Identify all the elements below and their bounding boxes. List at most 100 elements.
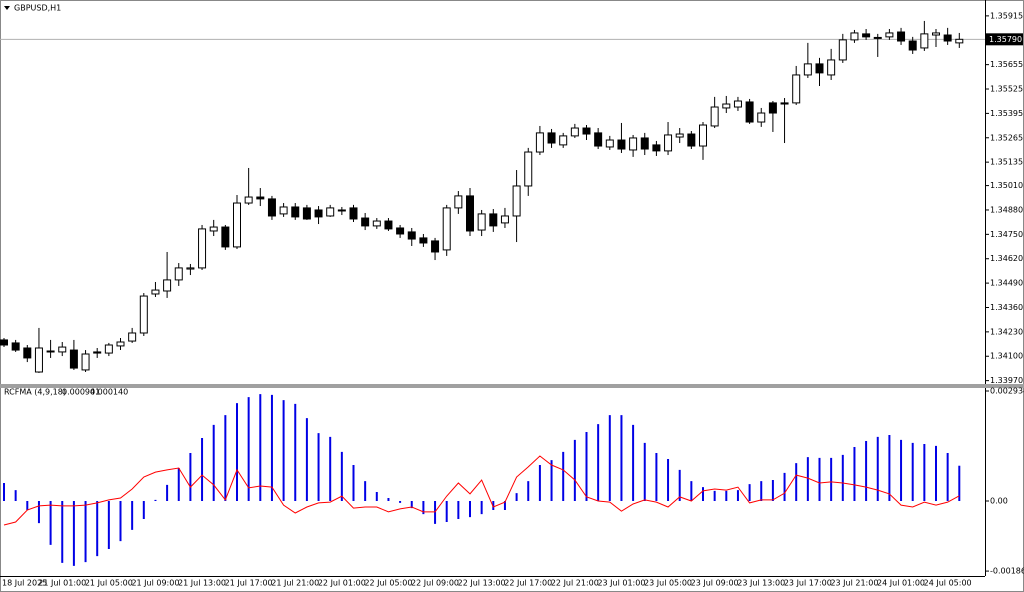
candle-body xyxy=(489,213,498,227)
candle-body xyxy=(838,39,847,61)
candle-body xyxy=(361,217,370,227)
candle-body xyxy=(466,195,474,232)
x-tick-label: 22 Jul 09:00 xyxy=(411,579,459,588)
menu-arrow[interactable] xyxy=(4,6,10,10)
candle-body xyxy=(850,32,859,41)
candle-body xyxy=(792,74,801,104)
x-tick-label: 21 Jul 13:00 xyxy=(178,579,226,588)
candle-body xyxy=(256,196,265,200)
candle-body xyxy=(244,196,253,204)
candle-body xyxy=(209,226,218,232)
candle-body xyxy=(104,344,113,354)
y-tick-label: 1.33970 xyxy=(990,376,1023,385)
symbol-title: GBPUSD,H1 xyxy=(14,4,61,13)
y-tick-label: 1.35135 xyxy=(990,158,1023,167)
candle-body xyxy=(23,347,32,359)
candle-body xyxy=(605,139,614,148)
candle-body xyxy=(326,207,335,217)
candle-body xyxy=(431,240,440,253)
candle-body xyxy=(163,279,172,292)
panel-divider xyxy=(0,384,1024,388)
y-tick-label: 1.34230 xyxy=(990,327,1023,336)
candle-body xyxy=(722,103,731,109)
candle-body xyxy=(908,40,917,51)
y-tick-label: 1.35010 xyxy=(990,181,1023,190)
x-tick-label: 22 Jul 01:00 xyxy=(318,579,366,588)
candle-body xyxy=(46,350,55,353)
current-price-box xyxy=(986,33,1023,46)
candle-body xyxy=(652,144,661,152)
candle-body xyxy=(920,33,929,49)
y-tick-label: 1.34490 xyxy=(990,279,1023,288)
candle-body xyxy=(267,198,276,217)
candle-body xyxy=(302,207,311,220)
x-tick-label: 23 Jul 13:00 xyxy=(737,579,785,588)
y-tick-label: -0.001869 xyxy=(990,567,1024,576)
indicator-value: 0.000140 xyxy=(90,388,128,397)
candle-body xyxy=(617,139,626,150)
candle-body xyxy=(629,137,638,151)
candle-body xyxy=(815,63,824,74)
x-tick-label: 23 Jul 21:00 xyxy=(830,579,878,588)
candle-body xyxy=(512,185,521,217)
candle-body xyxy=(58,346,67,353)
candle-body xyxy=(932,32,940,36)
candle-body xyxy=(768,102,777,114)
candle-body xyxy=(221,226,230,248)
x-tick-label: 23 Jul 01:00 xyxy=(597,579,645,588)
x-tick-label: 22 Jul 13:00 xyxy=(458,579,506,588)
candle-body xyxy=(687,133,696,147)
candle-body xyxy=(116,341,125,347)
x-tick-label: 22 Jul 05:00 xyxy=(364,579,412,588)
candle-body xyxy=(396,227,405,235)
candle-body xyxy=(477,213,486,231)
y-tick-label: 1.35915 xyxy=(990,11,1023,20)
y-tick-label: 0.00 xyxy=(990,497,1008,506)
x-tick-label: 23 Jul 09:00 xyxy=(691,579,739,588)
x-tick-label: 21 Jul 21:00 xyxy=(271,579,319,588)
x-tick-label: 24 Jul 05:00 xyxy=(924,579,972,588)
candle-body xyxy=(349,207,358,220)
y-tick-label: 1.35395 xyxy=(990,109,1023,118)
candle-body xyxy=(699,124,707,147)
y-tick-label: 1.35265 xyxy=(990,133,1023,142)
candle-body xyxy=(174,267,183,281)
candle-body xyxy=(139,295,148,334)
candle-body xyxy=(873,36,882,39)
candle-body xyxy=(955,38,964,44)
candle-body xyxy=(524,151,533,187)
signal-line xyxy=(3,455,960,526)
candle-body xyxy=(151,289,160,295)
y-tick-label: 1.34100 xyxy=(990,352,1023,361)
x-tick-label: 21 Jul 09:00 xyxy=(131,579,179,588)
x-tick-label: 21 Jul 17:00 xyxy=(225,579,273,588)
candle-body xyxy=(675,133,684,138)
candle-body xyxy=(594,132,603,147)
candle-body xyxy=(803,63,812,76)
y-tick-label: 1.34620 xyxy=(990,254,1023,263)
x-tick-label: 22 Jul 21:00 xyxy=(551,579,599,588)
y-tick-label: 1.35655 xyxy=(990,60,1023,69)
candle-body xyxy=(0,339,8,346)
candle-body xyxy=(442,207,451,251)
candle-body xyxy=(664,134,673,152)
candle-body xyxy=(582,127,591,135)
candle-body xyxy=(454,195,463,209)
candle-body xyxy=(291,206,300,218)
candle-body xyxy=(745,101,754,123)
candle-body xyxy=(11,342,20,351)
candle-body xyxy=(279,206,288,215)
x-tick-label: 21 Jul 05:00 xyxy=(85,579,133,588)
x-tick-label: 22 Jul 17:00 xyxy=(504,579,552,588)
candle-body xyxy=(372,220,381,227)
candle-body xyxy=(186,267,195,270)
candle-body xyxy=(384,220,393,230)
current-price-label: 1.35790 xyxy=(989,35,1022,44)
candle-body xyxy=(419,237,428,244)
candle-body xyxy=(500,215,509,224)
candle-body xyxy=(640,137,649,150)
candle-body xyxy=(198,228,207,269)
x-tick-label: 21 Jul 01:00 xyxy=(38,579,86,588)
candle-body xyxy=(885,32,894,38)
